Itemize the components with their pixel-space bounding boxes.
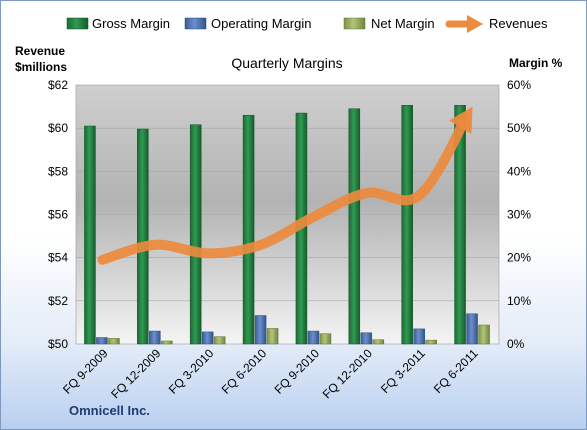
bar-operating-margin bbox=[307, 330, 320, 345]
bar-net-margin bbox=[108, 338, 120, 345]
bar-gross-margin bbox=[84, 125, 96, 345]
legend-swatch-gross-margin bbox=[66, 17, 89, 30]
x-tick-label: FQ 3-2011 bbox=[378, 346, 428, 396]
left-axis-ticks: $50 $52 $54 $56 $58 $60 $62 bbox=[48, 78, 68, 351]
bar-operating-margin bbox=[201, 331, 214, 345]
revenue-line bbox=[97, 106, 473, 265]
left-tick-label: $58 bbox=[48, 164, 68, 178]
left-tick-label: $52 bbox=[48, 294, 68, 308]
bar-net-margin bbox=[161, 340, 173, 345]
legend-label-gross-margin: Gross Margin bbox=[92, 16, 170, 31]
bar-gross-margin bbox=[242, 114, 255, 345]
bar-operating-margin bbox=[254, 315, 267, 345]
right-tick-label: 20% bbox=[507, 251, 531, 265]
bar-net-margin bbox=[266, 328, 279, 345]
legend-swatch-net-margin bbox=[343, 17, 366, 30]
bar-gross-margin bbox=[454, 105, 466, 345]
left-axis-title-line2: $millions bbox=[15, 60, 67, 74]
left-tick-label: $62 bbox=[48, 78, 68, 92]
right-tick-label: 30% bbox=[507, 208, 531, 222]
right-axis-ticks: 0% 10% 20% 30% 40% 50% 60% bbox=[507, 78, 531, 351]
bar-operating-margin bbox=[413, 328, 425, 345]
bar-gross-margin bbox=[189, 124, 202, 345]
x-tick-label: FQ 9-2010 bbox=[272, 346, 323, 397]
x-tick-label: FQ 3-2010 bbox=[166, 346, 217, 397]
right-tick-label: 50% bbox=[507, 121, 531, 135]
bar-net-margin bbox=[372, 339, 385, 345]
legend-label-revenues: Revenues bbox=[489, 16, 548, 31]
bar-net-margin bbox=[213, 336, 226, 345]
legend-swatch-operating-margin bbox=[184, 17, 207, 30]
legend: Gross Margin Operating Margin Net Margin… bbox=[66, 15, 548, 33]
bar-net-margin bbox=[425, 339, 437, 345]
legend-swatch-revenues bbox=[445, 15, 483, 33]
bar-operating-margin bbox=[96, 337, 108, 345]
right-tick-label: 60% bbox=[507, 78, 531, 92]
revenues-line bbox=[97, 117, 469, 265]
right-tick-label: 10% bbox=[507, 294, 531, 308]
left-tick-label: $54 bbox=[48, 251, 68, 265]
x-tick-label: FQ 6-2011 bbox=[431, 346, 481, 396]
x-tick-label: FQ 12-2010 bbox=[320, 346, 375, 401]
right-axis-title: Margin % bbox=[509, 56, 563, 70]
company-name: Omnicell Inc. bbox=[69, 403, 150, 418]
x-tick-label: FQ 12-2009 bbox=[108, 346, 163, 401]
legend-label-net-margin: Net Margin bbox=[371, 16, 435, 31]
legend-label-operating-margin: Operating Margin bbox=[211, 16, 311, 31]
bar-net-margin bbox=[319, 333, 332, 345]
right-tick-label: 40% bbox=[507, 164, 531, 178]
left-axis-title-line1: Revenue bbox=[15, 44, 65, 58]
left-tick-label: $60 bbox=[48, 121, 68, 135]
bar-net-margin bbox=[478, 324, 490, 345]
bar-operating-margin bbox=[149, 330, 161, 345]
right-tick-label: 0% bbox=[507, 337, 525, 351]
bar-gross-margin bbox=[137, 128, 149, 345]
x-tick-label: FQ 9-2009 bbox=[60, 346, 111, 397]
x-tick-label: FQ 6-2010 bbox=[219, 346, 270, 397]
left-tick-label: $56 bbox=[48, 208, 68, 222]
bar-gross-margin bbox=[348, 108, 361, 345]
chart-title: Quarterly Margins bbox=[231, 55, 342, 71]
bar-operating-margin bbox=[466, 313, 478, 345]
revenues-arrowhead bbox=[449, 106, 473, 134]
bar-operating-margin bbox=[360, 332, 373, 345]
bar-gross-margin bbox=[401, 105, 413, 345]
left-tick-label: $50 bbox=[48, 337, 68, 351]
